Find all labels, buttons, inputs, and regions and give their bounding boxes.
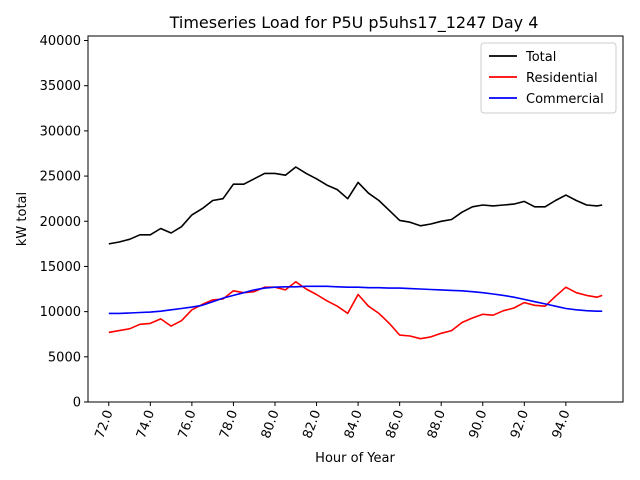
x-tick-label: 78.0 — [217, 408, 241, 440]
y-tick-label: 10000 — [40, 305, 81, 320]
x-tick-label: 72.0 — [93, 408, 117, 440]
x-tick-label: 92.0 — [508, 408, 532, 440]
x-tick-label: 86.0 — [383, 408, 407, 440]
y-tick-label: 0 — [73, 396, 81, 411]
x-tick-label: 74.0 — [134, 408, 158, 440]
y-tick-label: 35000 — [40, 79, 81, 94]
series-line-commercial — [108, 285, 603, 315]
legend-label-commercial: Commercial — [526, 92, 604, 107]
x-tick-label: 90.0 — [467, 408, 491, 440]
x-axis: 72.0 74.0 76.0 78.0 80.0 82.0 84.0 86.0 88.0 90.0… — [93, 402, 574, 441]
y-tick-label: 5000 — [48, 350, 81, 365]
y-axis-label: kW total — [15, 192, 30, 246]
series-line-total — [108, 166, 603, 245]
y-tick-label: 25000 — [40, 170, 81, 185]
x-tick-label: 88.0 — [425, 408, 449, 440]
y-tick-label: 40000 — [40, 34, 81, 49]
y-tick-label: 30000 — [40, 124, 81, 139]
x-tick-label: 82.0 — [300, 408, 324, 440]
x-axis-label: Hour of Year — [315, 451, 395, 466]
chart-title: Timeseries Load for P5U p5uhs17_1247 Day… — [169, 13, 539, 33]
legend-label-residential: Residential — [526, 71, 598, 86]
legend-box — [480, 42, 617, 114]
y-axis: 0 5000 10000 15000 20000 25000 30000 35000 40000 — [40, 34, 88, 411]
x-tick-label: 80.0 — [259, 408, 283, 440]
x-tick-label: 84.0 — [342, 408, 366, 440]
x-tick-label: 76.0 — [176, 408, 200, 440]
y-tick-label: 20000 — [40, 215, 81, 230]
series-line-residential — [108, 280, 603, 340]
plot-lines — [108, 166, 603, 340]
legend: Total Residential Commercial — [480, 42, 617, 114]
legend-label-total: Total — [525, 50, 556, 65]
x-tick-label: 94.0 — [550, 408, 574, 440]
y-tick-label: 15000 — [40, 260, 81, 275]
plot-frame — [87, 35, 624, 403]
